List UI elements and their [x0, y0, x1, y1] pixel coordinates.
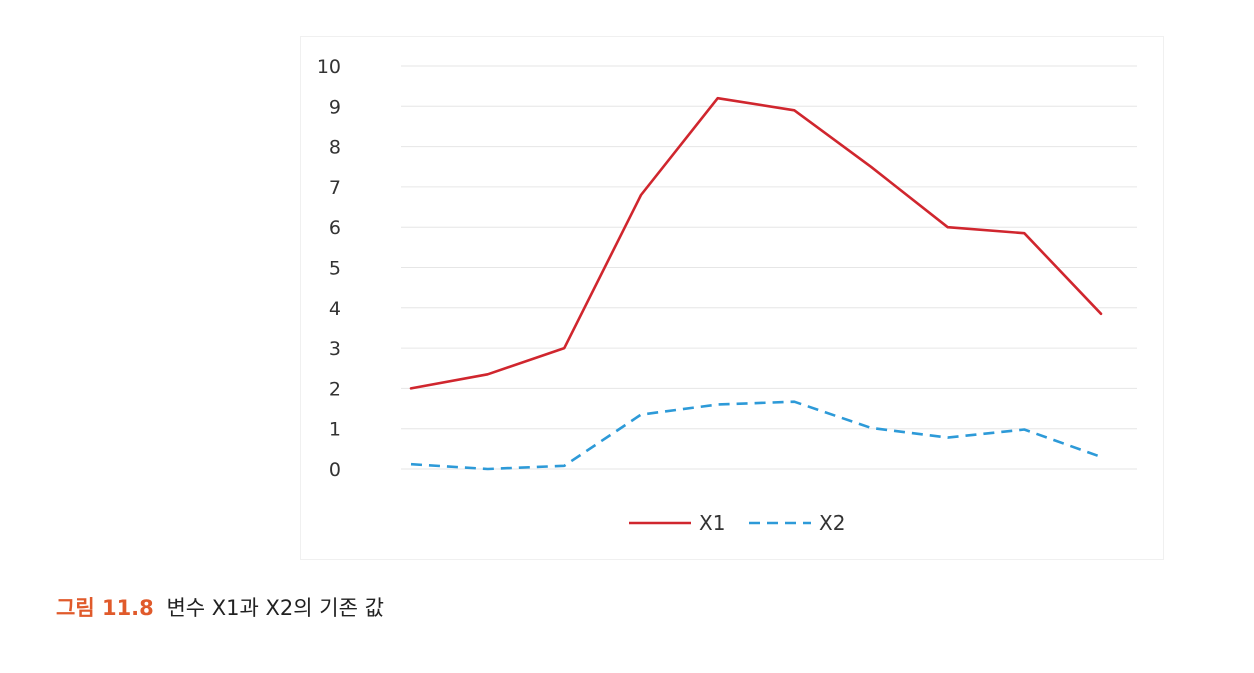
- y-tick-label: 10: [317, 56, 341, 78]
- y-tick-label: 1: [329, 419, 341, 441]
- gridlines: [401, 65, 1137, 470]
- y-tick-label: 6: [329, 217, 341, 239]
- series-line-x2: [410, 400, 1102, 471]
- y-axis-ticks: 0 1 2 3 4 5 6 7 8 9 10: [317, 56, 341, 481]
- figure-caption: 그림 11.8 변수 X1과 X2의 기존 값: [56, 592, 384, 622]
- y-tick-label: 3: [329, 338, 341, 360]
- y-tick-label: 5: [329, 258, 341, 280]
- y-tick-label: 8: [329, 137, 341, 159]
- y-tick-label: 7: [329, 177, 341, 199]
- series-lines: [409, 96, 1103, 471]
- y-tick-label: 0: [329, 459, 341, 481]
- series-line-x1: [409, 96, 1103, 390]
- line-chart: 0 1 2 3 4 5 6 7 8 9 10 X1 X2: [300, 36, 1164, 560]
- chart-canvas: 0 1 2 3 4 5 6 7 8 9 10 X1 X2: [317, 56, 1137, 535]
- figure-caption-text: 변수 X1과 X2의 기존 값: [166, 596, 384, 620]
- legend-label-x2: X2: [819, 511, 845, 535]
- legend-label-x1: X1: [699, 511, 725, 535]
- y-tick-label: 2: [329, 378, 341, 400]
- y-tick-label: 9: [329, 96, 341, 118]
- y-tick-label: 4: [329, 298, 341, 320]
- figure-number: 그림 11.8: [56, 596, 154, 620]
- legend: X1 X2: [629, 511, 845, 535]
